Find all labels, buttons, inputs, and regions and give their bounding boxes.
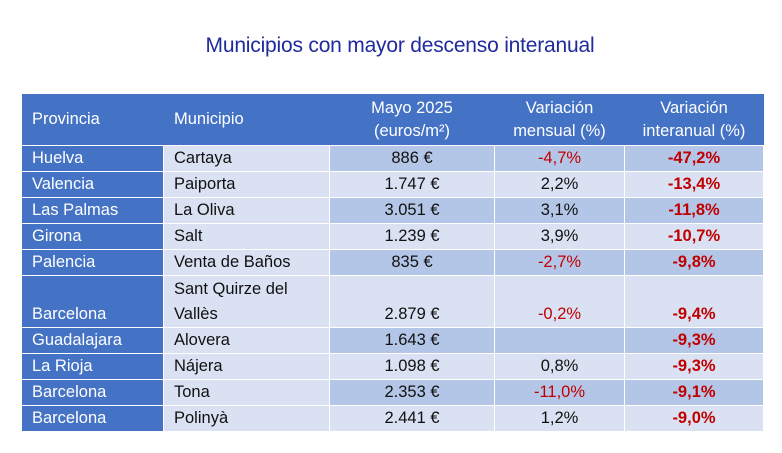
cell-provincia: Huelva	[22, 145, 164, 171]
cell-precio: 835 €	[330, 249, 495, 275]
cell-interanual: -9,3%	[625, 353, 764, 379]
cell-precio: 2.879 €	[330, 275, 495, 327]
table-row: Huelva Cartaya 886 € -4,7% -47,2%	[22, 145, 764, 171]
table-row: Girona Salt 1.239 € 3,9% -10,7%	[22, 223, 764, 249]
cell-precio: 886 €	[330, 145, 495, 171]
cell-municipio: Salt	[164, 223, 330, 249]
page-title: Municipios con mayor descenso interanual	[205, 34, 595, 57]
cell-precio: 2.353 €	[330, 379, 495, 405]
data-table: Provincia Municipio Mayo 2025 (euros/m²)…	[22, 94, 764, 431]
cell-municipio: Venta de Baños	[164, 249, 330, 275]
table-row: Palencia Venta de Baños 835 € -2,7% -9,8…	[22, 249, 764, 275]
cell-interanual: -13,4%	[625, 171, 764, 197]
cell-municipio: Tona	[164, 379, 330, 405]
cell-provincia: La Rioja	[22, 353, 164, 379]
cell-municipio: Polinyà	[164, 405, 330, 431]
cell-mensual: 3,9%	[495, 223, 625, 249]
header-interanual: Variación interanual (%)	[625, 94, 764, 145]
cell-mensual: -11,0%	[495, 379, 625, 405]
cell-municipio: Nájera	[164, 353, 330, 379]
cell-municipio: Paiporta	[164, 171, 330, 197]
cell-precio: 3.051 €	[330, 197, 495, 223]
cell-interanual: -11,8%	[625, 197, 764, 223]
header-mensual: Variación mensual (%)	[495, 94, 625, 145]
cell-precio: 1.239 €	[330, 223, 495, 249]
table-row: Barcelona Tona 2.353 € -11,0% -9,1%	[22, 379, 764, 405]
header-precio: Mayo 2025 (euros/m²)	[330, 94, 495, 145]
header-precio-line2: (euros/m²)	[373, 121, 451, 140]
cell-municipio: La Oliva	[164, 197, 330, 223]
cell-interanual: -9,0%	[625, 405, 764, 431]
cell-precio: 1.098 €	[330, 353, 495, 379]
cell-provincia: Guadalajara	[22, 327, 164, 353]
cell-municipio: Alovera	[164, 327, 330, 353]
header-interanual-line2: interanual (%)	[642, 121, 746, 140]
cell-mensual: 3,1%	[495, 197, 625, 223]
table-row: Guadalajara Alovera 1.643 € -9,3%	[22, 327, 764, 353]
cell-provincia: Valencia	[22, 171, 164, 197]
cell-provincia: Barcelona	[22, 379, 164, 405]
cell-interanual: -9,4%	[625, 275, 764, 327]
cell-provincia: Barcelona	[22, 275, 164, 327]
cell-interanual: -9,3%	[625, 327, 764, 353]
cell-interanual: -9,1%	[625, 379, 764, 405]
cell-precio: 1.747 €	[330, 171, 495, 197]
header-provincia: Provincia	[22, 94, 164, 145]
cell-precio: 1.643 €	[330, 327, 495, 353]
header-mensual-line2: mensual (%)	[513, 121, 606, 140]
header-row: Provincia Municipio Mayo 2025 (euros/m²)…	[22, 94, 764, 145]
cell-interanual: -9,8%	[625, 249, 764, 275]
table-row: La Rioja Nájera 1.098 € 0,8% -9,3%	[22, 353, 764, 379]
cell-mensual: 1,2%	[495, 405, 625, 431]
cell-mensual: -0,2%	[495, 275, 625, 327]
table-row: Valencia Paiporta 1.747 € 2,2% -13,4%	[22, 171, 764, 197]
header-precio-line1: Mayo 2025	[371, 98, 453, 117]
table-row: Barcelona Polinyà 2.441 € 1,2% -9,0%	[22, 405, 764, 431]
table-row: Barcelona Sant Quirze del Vallès 2.879 €…	[22, 275, 764, 327]
cell-provincia: Palencia	[22, 249, 164, 275]
cell-provincia: Girona	[22, 223, 164, 249]
cell-provincia: Barcelona	[22, 405, 164, 431]
cell-municipio: Cartaya	[164, 145, 330, 171]
header-mensual-line1: Variación	[525, 98, 594, 117]
cell-mensual	[495, 327, 625, 353]
cell-interanual: -10,7%	[625, 223, 764, 249]
cell-mensual: -2,7%	[495, 249, 625, 275]
cell-mensual: 2,2%	[495, 171, 625, 197]
cell-mensual: 0,8%	[495, 353, 625, 379]
cell-provincia: Las Palmas	[22, 197, 164, 223]
cell-precio: 2.441 €	[330, 405, 495, 431]
cell-mensual: -4,7%	[495, 145, 625, 171]
cell-municipio: Sant Quirze del Vallès	[164, 275, 330, 327]
table-row: Las Palmas La Oliva 3.051 € 3,1% -11,8%	[22, 197, 764, 223]
cell-interanual: -47,2%	[625, 145, 764, 171]
header-municipio: Municipio	[164, 94, 330, 145]
header-interanual-line1: Variación	[660, 98, 728, 117]
